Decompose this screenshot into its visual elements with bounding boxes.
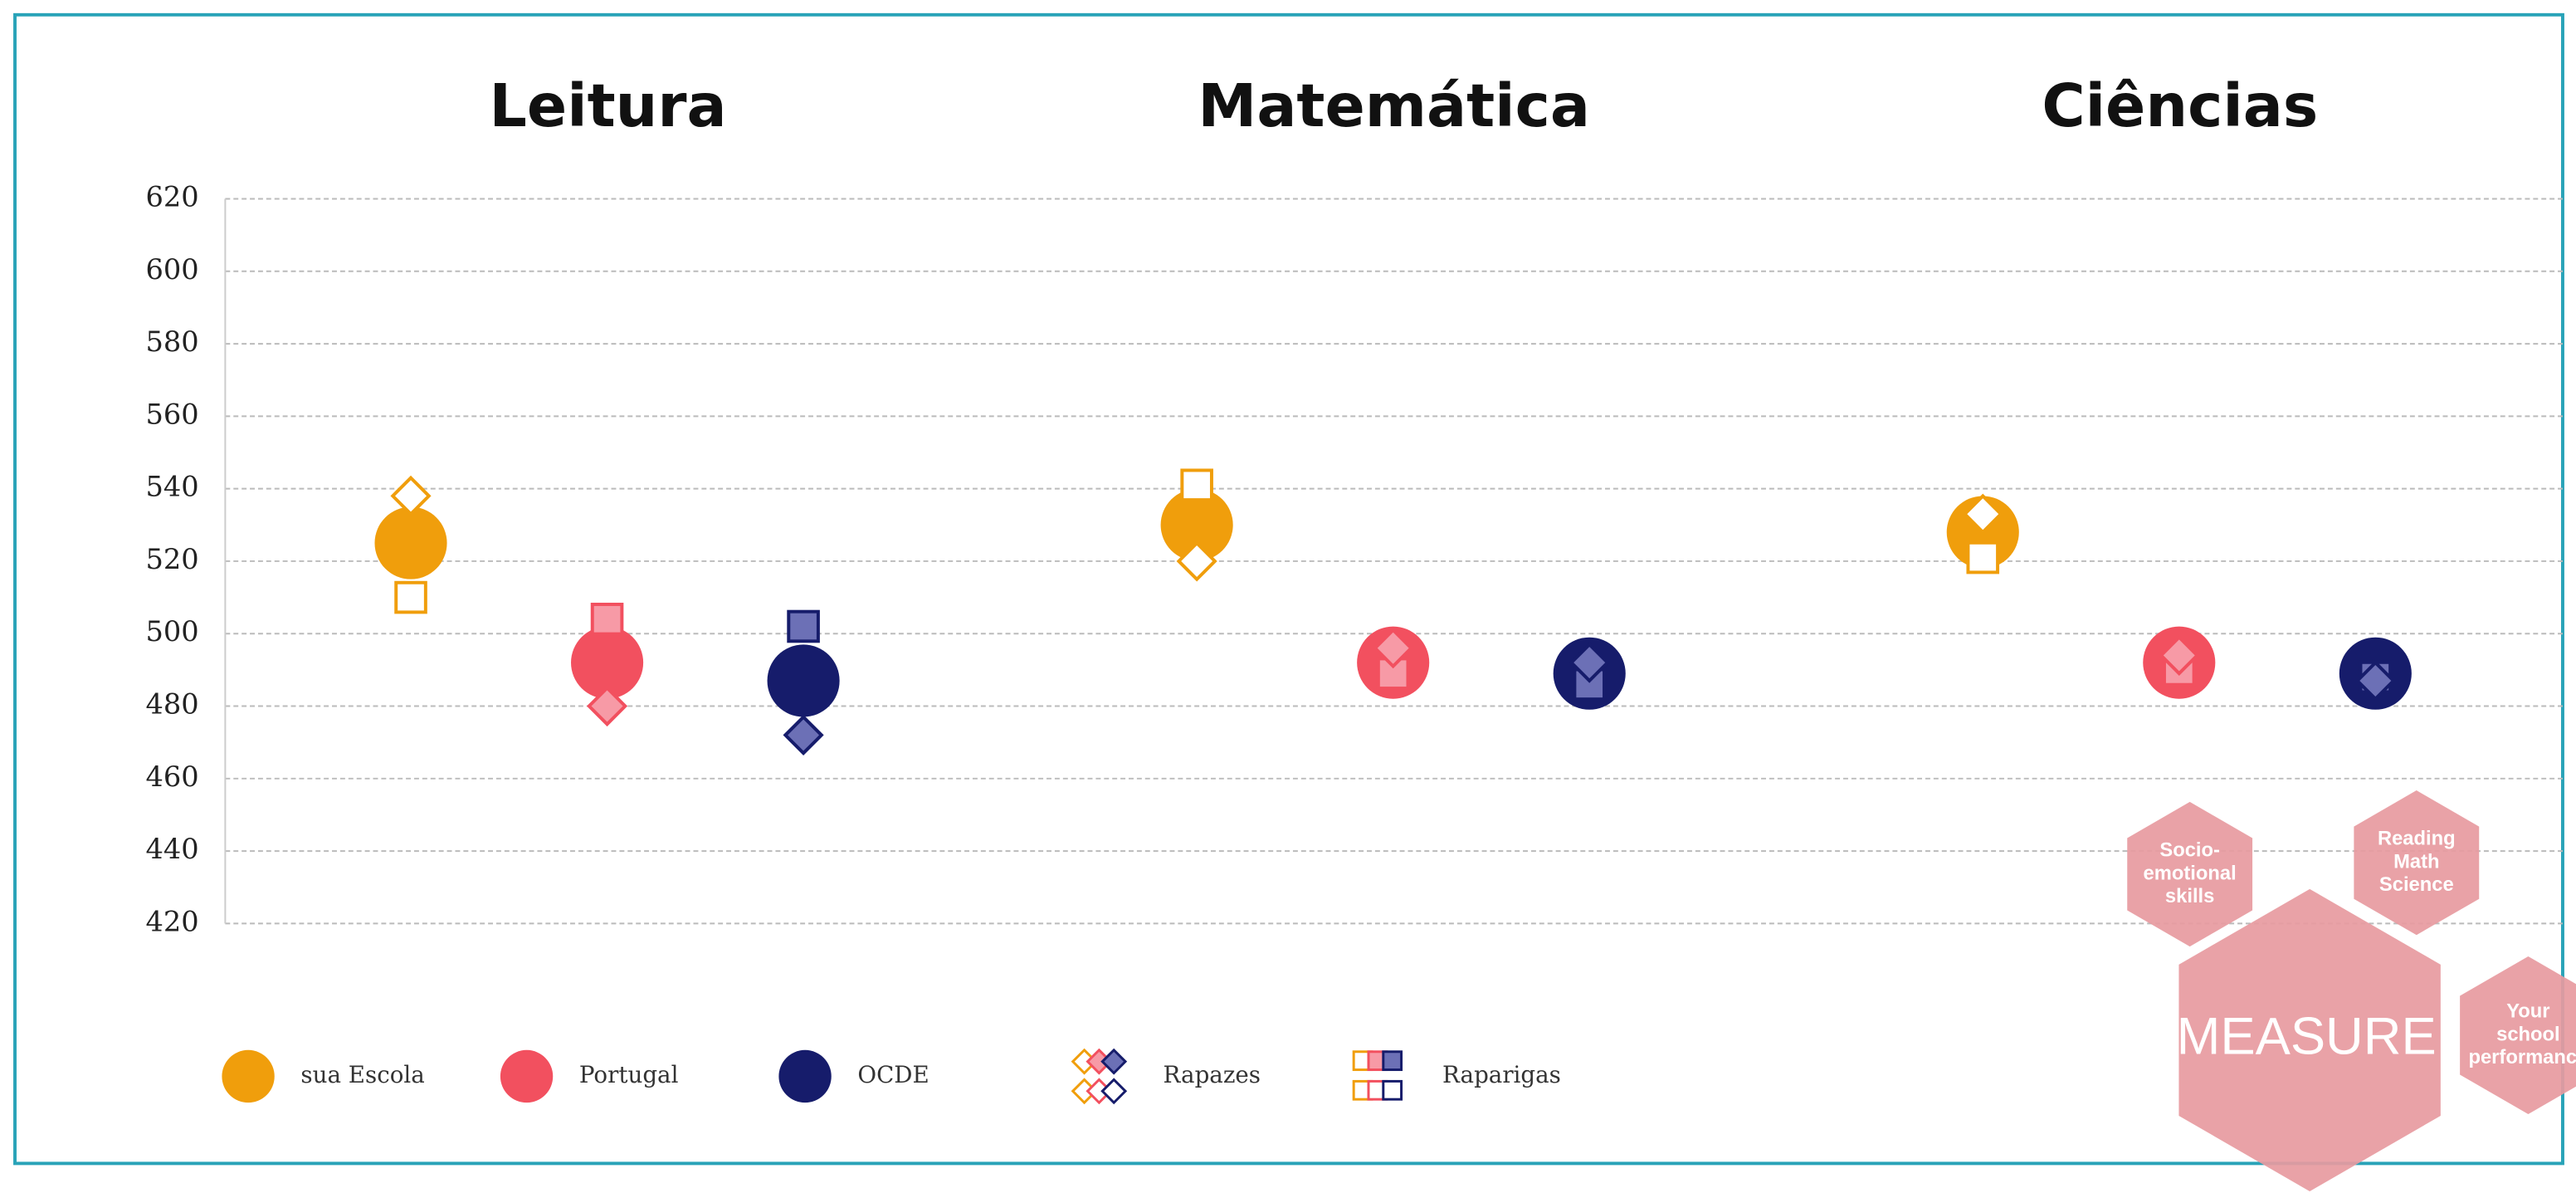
logo-hex [2460,956,2576,1114]
boys-diamond [1569,642,1610,683]
girls-square [394,580,427,614]
y-tick-label: 520 [146,543,199,575]
mean-dot [374,506,447,579]
girls-square [590,602,624,636]
logo-text: Math [2393,850,2439,873]
legend-label: OCDE [857,1061,929,1088]
logo-hex [2178,888,2441,1192]
logo-text: Science [2379,873,2454,896]
y-tick-label: 560 [146,398,199,430]
y-tick-label: 460 [146,760,199,793]
y-tick-label: 480 [146,688,199,721]
logo-hex [2127,801,2253,947]
y-tick-label: 600 [146,253,199,286]
y-tick-label: 440 [146,833,199,865]
logo-text: performance [2468,1046,2576,1068]
y-tick-label: 540 [146,471,199,503]
panel-title: Leitura [489,71,726,140]
legend-square [1382,1050,1403,1072]
logo-text: Reading [2378,828,2456,850]
logo-text: school [2496,1023,2560,1045]
legend-label: Portugal [579,1061,679,1088]
legend-label: sua Escola [300,1061,424,1088]
y-tick-label: 620 [146,181,199,213]
boys-diamond [2354,660,2396,702]
boys-diamond [586,685,628,727]
y-tick-label: 420 [146,905,199,937]
boys-diamond [390,475,432,516]
boys-diamond [1373,628,1414,669]
girls-square [787,609,820,643]
legend-dot [778,1049,832,1103]
girls-square [1180,468,1213,502]
logo-text: Socio- [2159,839,2220,862]
legend-diamond [1100,1048,1128,1075]
boys-diamond [2159,634,2200,676]
boys-diamond [783,714,824,756]
logo-text: skills [2165,885,2214,907]
panel-title: Matemática [1198,71,1589,140]
panel-title: Ciências [2042,71,2318,140]
legend-label: Rapazes [1164,1061,1261,1088]
logo-title: MEASURE [2177,1008,2437,1066]
legend-label: Raparigas [1442,1061,1561,1088]
legend-diamond [1100,1078,1128,1105]
logo-hex [2354,790,2480,936]
logo-text: emotional [2144,862,2237,884]
mean-dot [1160,488,1233,561]
mean-dot [571,626,644,699]
girls-square [1966,540,2000,574]
frame [13,12,2564,1166]
boys-diamond [1962,493,2003,535]
y-tick-label: 580 [146,325,199,358]
boys-diamond [1176,540,1217,582]
logo-text: Your [2506,1000,2549,1023]
mean-dot [767,644,840,717]
legend-dot [222,1049,275,1103]
legend-dot [500,1049,554,1103]
y-tick-label: 500 [146,615,199,648]
legend-square [1382,1079,1403,1101]
